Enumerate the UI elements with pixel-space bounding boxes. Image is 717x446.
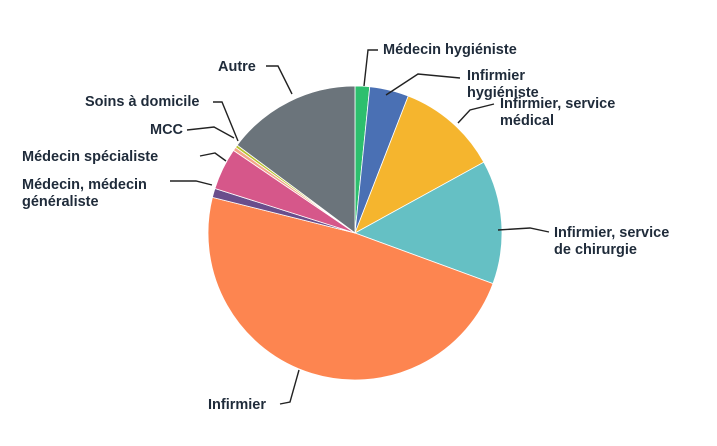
slice-label-8: MCC [150,122,184,138]
slice-label-line: Médecin spécialiste [22,149,158,165]
leader-line-5 [279,369,300,405]
slice-label-2: Infirmier hygiéniste [467,68,539,101]
slice-label-line: Infirmier [467,68,525,84]
slice-label-line: Autre [218,59,256,75]
slice-label-line: Médecin, médecin [22,177,147,193]
slice-label-line: médical [500,113,554,129]
leader-line-2 [385,73,461,96]
slice-label-line: hygiéniste [467,85,539,101]
slice-label-line: MCC [150,122,184,138]
leader-line-6 [170,180,213,186]
slice-label-10: Autre [218,59,256,75]
slice-label-line: Soins à domicile [85,94,199,110]
slice-label-line: Infirmier, service [554,225,669,241]
leader-line-4 [497,227,550,233]
leader-line-8 [186,126,235,139]
slice-label-line: Infirmier, service [500,96,615,112]
slice-label-line: Médecin hygiéniste [383,42,517,58]
pie-slice-3 [354,95,485,234]
leader-line-1 [363,49,378,87]
slice-label-line: généraliste [22,194,99,210]
slice-label-1: Médecin hygiéniste [383,42,517,58]
leader-line-3 [457,103,495,124]
leader-lines [170,49,550,405]
leader-line-10 [266,65,293,95]
leader-line-9 [213,101,239,142]
pie-slice-10 [236,85,356,234]
slice-label-line: de chirurgie [554,242,637,258]
slice-label-3: Infirmier, service médical [500,96,615,129]
pie-slice-5 [207,196,494,381]
slice-label-7: Médecin spécialiste [22,149,158,165]
pie-slice-4 [354,161,503,285]
slice-label-9: Soins à domicile [85,94,199,110]
slice-label-line: Infirmier [208,397,266,413]
pie-slices [207,85,503,381]
leader-line-7 [199,152,227,162]
slice-label-5: Infirmier [208,397,266,413]
slice-label-4: Infirmier, service de chirurgie [554,225,669,258]
slice-label-6: Médecin, médecin généraliste [22,177,147,210]
